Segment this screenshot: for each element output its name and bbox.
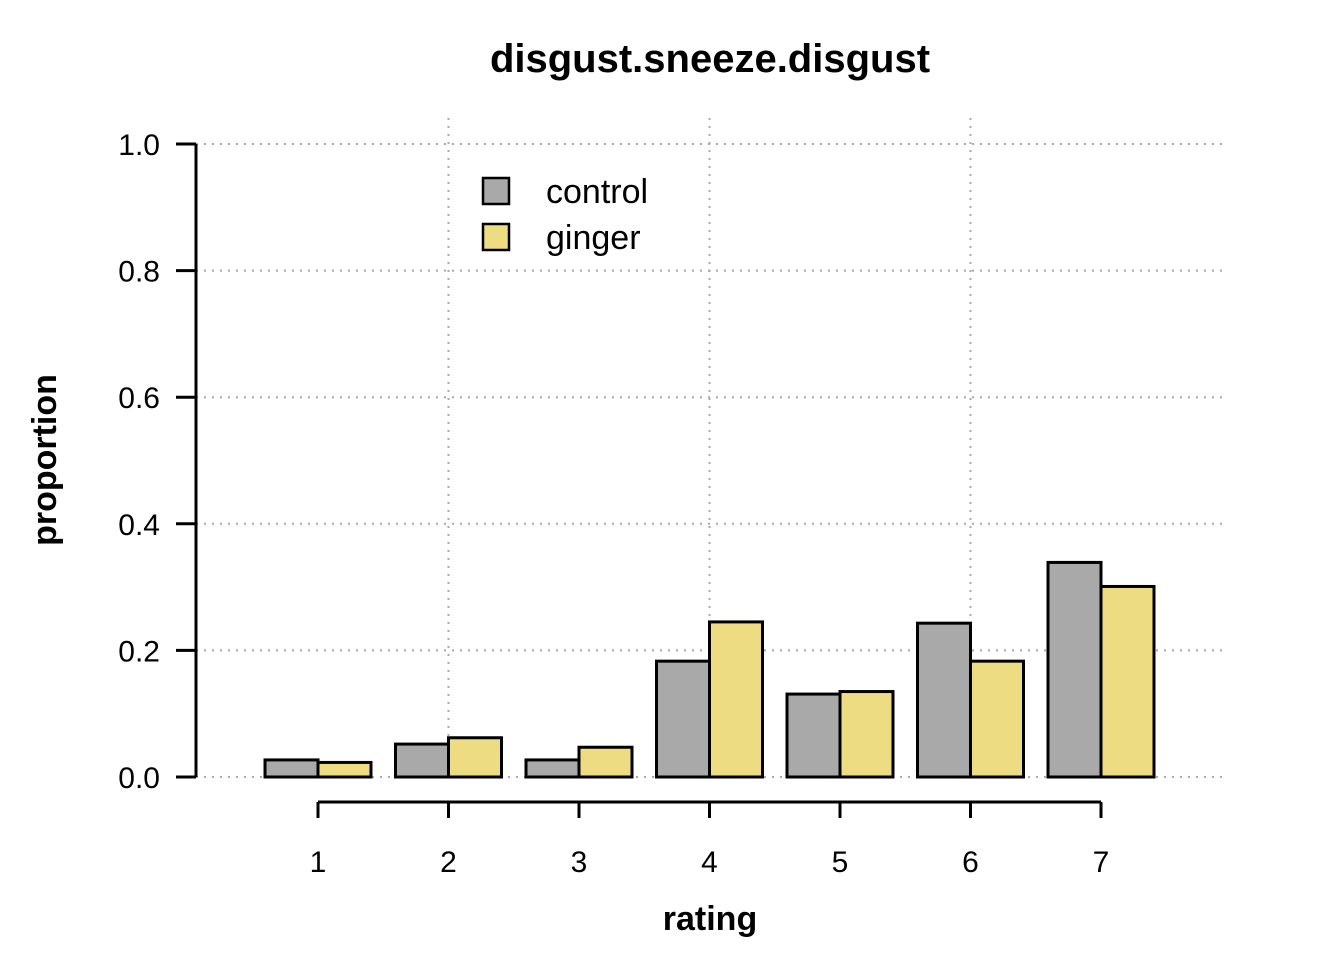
y-tick-label-0: 0.0 — [118, 762, 160, 795]
x-tick-label-7: 7 — [1093, 846, 1110, 879]
y-tick-label-5: 1.0 — [118, 129, 160, 162]
y-tick-label-3: 0.6 — [118, 382, 160, 415]
legend-swatch-control — [481, 176, 511, 206]
bar-ginger-2 — [447, 736, 503, 779]
bars-layer — [263, 560, 1156, 779]
y-axis-label: proportion — [26, 374, 64, 546]
x-tick-label-1: 1 — [310, 846, 327, 879]
bar-ginger-4 — [708, 620, 764, 779]
bar-control-6 — [916, 621, 972, 779]
x-tick-label-5: 5 — [832, 846, 849, 879]
bar-ginger-1 — [316, 760, 373, 779]
y-tick-label-4: 0.8 — [118, 256, 160, 289]
chart-title: disgust.sneeze.disgust — [490, 37, 930, 81]
y-tick-label-1: 0.2 — [118, 635, 160, 668]
bar-control-2 — [394, 742, 450, 779]
bar-ginger-3 — [577, 745, 634, 779]
y-tick-label-2: 0.4 — [118, 509, 160, 542]
axes-layer: 0.0 0.2 0.4 0.6 0.8 1.0 1 2 3 4 5 6 7 — [118, 129, 1109, 879]
legend-label-control: control — [546, 173, 648, 211]
bar-control-4 — [655, 659, 711, 779]
bar-ginger-7 — [1099, 584, 1156, 779]
legend-swatch-ginger — [481, 222, 511, 252]
x-axis-label: rating — [663, 900, 757, 938]
x-tick-label-6: 6 — [962, 846, 979, 879]
x-tick-label-3: 3 — [571, 846, 588, 879]
bar-ginger-5 — [838, 690, 895, 779]
bar-ginger-6 — [969, 659, 1025, 779]
x-tick-label-4: 4 — [701, 846, 718, 879]
legend: control ginger — [481, 173, 648, 257]
legend-label-ginger: ginger — [546, 219, 641, 257]
x-tick-label-2: 2 — [440, 846, 457, 879]
bar-control-1 — [263, 758, 320, 779]
bar-control-5 — [785, 692, 842, 779]
bar-control-7 — [1046, 560, 1103, 779]
bar-control-3 — [524, 758, 581, 779]
